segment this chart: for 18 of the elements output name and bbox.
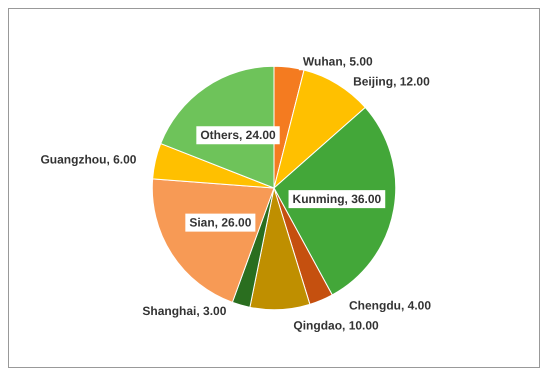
- data-label: , 24.00: [239, 128, 276, 142]
- data-label: , 5.00: [342, 54, 374, 68]
- slice-label: Qingdao: [293, 318, 342, 333]
- slice-label: Shanghai: [142, 304, 196, 318]
- data-label: , 4.00: [400, 298, 432, 313]
- data-label: , 26.00: [214, 216, 252, 230]
- slice-label: Beijing: [353, 74, 394, 88]
- data-label: , 12.00: [393, 74, 430, 88]
- slice-label: Kunming: [292, 192, 345, 206]
- slice-label: Wuhan: [302, 54, 343, 68]
- slice-label: Sian: [189, 216, 215, 230]
- slice-label: Others: [200, 128, 240, 142]
- data-label: , 3.00: [196, 304, 227, 318]
- data-label: , 10.00: [342, 318, 380, 333]
- slice-label: Guangzhou: [40, 152, 106, 167]
- slice-label: Chengdu: [349, 298, 401, 313]
- data-label: , 36.00: [344, 192, 382, 206]
- data-label: , 6.00: [106, 152, 137, 167]
